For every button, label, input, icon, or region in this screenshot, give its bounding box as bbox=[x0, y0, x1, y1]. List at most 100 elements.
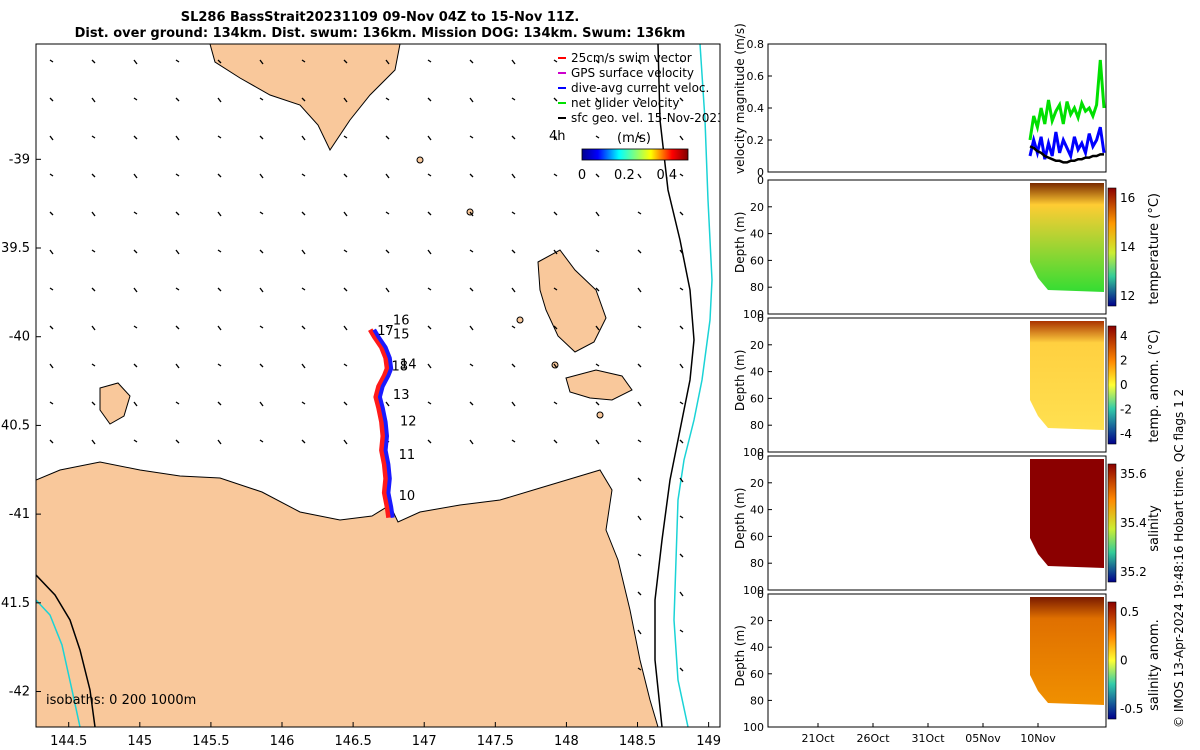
current-arrow bbox=[595, 325, 600, 331]
current-arrow bbox=[637, 477, 642, 482]
map-xtick-label: 145.5 bbox=[192, 734, 229, 749]
figure-title: SL286 BassStrait20231109 09-Nov 04Z to 1… bbox=[180, 10, 580, 25]
current-arrow bbox=[553, 363, 558, 369]
map-ytick-label: -40 bbox=[9, 330, 30, 345]
current-arrow bbox=[595, 211, 600, 217]
current-arrow bbox=[91, 363, 96, 367]
current-arrow bbox=[553, 249, 558, 255]
current-arrow bbox=[175, 97, 180, 102]
temp-anomaly-ytick-label: 0 bbox=[757, 312, 764, 325]
day-label: 17 bbox=[377, 324, 394, 339]
current-arrow bbox=[637, 211, 642, 215]
current-arrow bbox=[637, 629, 642, 635]
temp-anomaly-cbar-tick: 0 bbox=[1120, 378, 1128, 392]
velocity-ytick-label: 0 bbox=[757, 166, 764, 179]
salinity-anomaly-heatmap bbox=[1030, 597, 1104, 705]
time-xtick-label: 10Nov bbox=[1020, 732, 1056, 745]
current-arrow bbox=[679, 287, 684, 291]
islet bbox=[516, 316, 524, 324]
tasmania-land bbox=[36, 461, 659, 727]
current-arrow bbox=[301, 401, 306, 405]
current-arrow bbox=[259, 249, 264, 254]
temperature-ytick-label: 80 bbox=[750, 281, 764, 294]
current-arrow bbox=[343, 325, 348, 331]
current-arrow bbox=[679, 477, 684, 483]
temp-anomaly-ytick-label: 100 bbox=[743, 446, 764, 459]
current-arrow bbox=[91, 439, 96, 445]
current-arrow bbox=[427, 59, 432, 63]
day-label: 18 bbox=[392, 359, 409, 374]
temp-anomaly-cbar-tick: 4 bbox=[1120, 329, 1128, 343]
current-arrow bbox=[217, 401, 222, 406]
velocity-ytick-label: 0.4 bbox=[747, 102, 765, 115]
current-arrow bbox=[511, 173, 516, 179]
salinity-anomaly-ytick-label: 40 bbox=[750, 641, 764, 654]
track-current-vectors bbox=[372, 328, 395, 518]
salinity-cbar-tick: 35.6 bbox=[1120, 467, 1147, 481]
map-xtick-label: 147.5 bbox=[477, 734, 514, 749]
current-arrow bbox=[343, 59, 348, 64]
current-arrow bbox=[553, 173, 558, 177]
velocity-ylabel: velocity magnitude (m/s) bbox=[733, 23, 747, 174]
temperature-cbar-tick: 12 bbox=[1120, 289, 1135, 303]
current-arrow bbox=[679, 59, 684, 63]
current-arrow bbox=[217, 363, 222, 367]
temp-anomaly-ytick-label: 60 bbox=[750, 392, 764, 405]
current-arrow bbox=[595, 287, 600, 292]
current-arrow bbox=[259, 97, 264, 101]
current-arrow bbox=[133, 363, 138, 368]
current-arrow bbox=[427, 173, 432, 177]
current-arrow bbox=[427, 97, 432, 102]
current-arrow bbox=[301, 287, 306, 291]
current-arrow bbox=[511, 97, 516, 101]
salinity-anomaly-cbar-label: salinity anom. bbox=[1147, 619, 1162, 711]
current-arrow bbox=[679, 439, 684, 444]
current-arrow bbox=[385, 401, 390, 407]
salinity-anomaly-colorbar bbox=[1107, 601, 1117, 720]
temp-anomaly-heatmap bbox=[1030, 321, 1104, 430]
current-arrow bbox=[343, 401, 348, 406]
current-arrow bbox=[469, 135, 474, 139]
current-arrow bbox=[469, 325, 474, 331]
salinity-anomaly-ytick-label: 80 bbox=[750, 694, 764, 707]
salinity-anomaly-cbar-tick: -0.5 bbox=[1120, 702, 1143, 716]
track-swim-vectors bbox=[368, 328, 392, 519]
current-arrow bbox=[385, 325, 390, 329]
current-arrow bbox=[385, 135, 390, 140]
velocity-ytick-label: 0.8 bbox=[747, 38, 765, 51]
current-arrow bbox=[217, 59, 222, 64]
colorbar-tick: 0.4 bbox=[656, 168, 677, 183]
day-label: 13 bbox=[393, 388, 410, 403]
current-arrow bbox=[49, 249, 54, 255]
current-arrow bbox=[553, 135, 558, 141]
current-arrow bbox=[679, 135, 684, 141]
current-arrow bbox=[175, 249, 180, 255]
velocity-series bbox=[1028, 59, 1106, 141]
map-ytick-label: -42 bbox=[9, 685, 30, 700]
salinity-ytick-label: 100 bbox=[743, 584, 764, 597]
current-arrow bbox=[49, 363, 54, 369]
current-arrow bbox=[679, 173, 684, 177]
current-arrow bbox=[343, 249, 348, 253]
salinity-cbar-label: salinity bbox=[1147, 505, 1162, 552]
current-arrow bbox=[427, 439, 432, 444]
current-arrow bbox=[301, 211, 306, 216]
current-arrow bbox=[301, 97, 306, 102]
current-arrow bbox=[91, 59, 96, 64]
current-arrow bbox=[301, 439, 306, 444]
current-arrow bbox=[217, 325, 222, 331]
map-xtick-label: 147 bbox=[412, 734, 437, 749]
current-arrow bbox=[511, 211, 516, 215]
velocity-panel-frame bbox=[767, 43, 1107, 173]
current-arrow bbox=[217, 97, 222, 103]
time-xtick-label: 26Oct bbox=[856, 732, 890, 745]
current-arrow bbox=[553, 401, 558, 405]
current-arrow bbox=[133, 97, 138, 101]
current-arrow bbox=[259, 211, 264, 215]
day-label: 12 bbox=[400, 414, 417, 429]
current-arrow bbox=[49, 325, 54, 330]
current-arrow bbox=[637, 325, 642, 329]
current-arrow bbox=[469, 173, 474, 178]
